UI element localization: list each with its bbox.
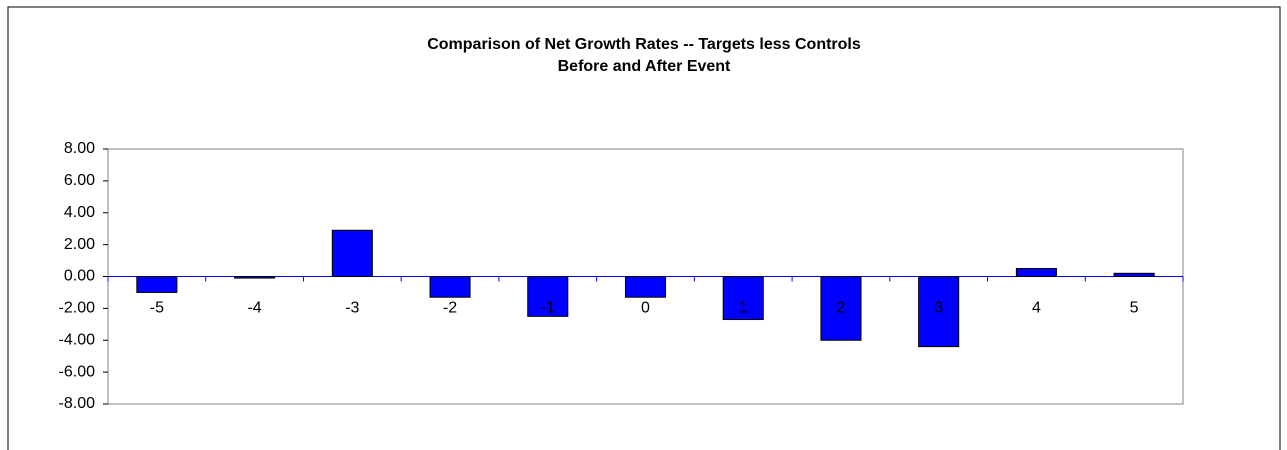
bar: [1113, 272, 1155, 277]
y-tick-label: -6.00: [59, 363, 96, 380]
bar: [1015, 268, 1057, 277]
chart-subtitle: Before and After Event: [558, 58, 731, 75]
y-tick-label: 6.00: [64, 172, 95, 189]
bar: [234, 276, 276, 279]
x-tick-label: -5: [150, 300, 164, 317]
bar: [624, 276, 667, 298]
y-tick-label: -4.00: [59, 331, 96, 348]
bar: [527, 276, 569, 317]
y-tick-label: 8.00: [64, 140, 95, 157]
bar: [136, 276, 178, 293]
x-tick-label: 4: [1032, 300, 1041, 317]
y-tick-label: -8.00: [59, 395, 96, 412]
bar: [429, 276, 471, 298]
y-tick-label: 0.00: [64, 268, 95, 285]
y-tick-label: 2.00: [64, 236, 95, 253]
x-tick-label: 0: [641, 300, 650, 317]
y-tick-label: -2.00: [59, 300, 96, 317]
x-tick-label: 5: [1130, 300, 1139, 317]
x-tick-label: 1: [739, 300, 748, 317]
x-tick-label: 3: [934, 300, 943, 317]
bar: [820, 276, 862, 341]
x-tick-label: -4: [247, 300, 261, 317]
x-tick-label: -2: [443, 300, 457, 317]
y-tick-label: 4.00: [64, 204, 95, 221]
bar: [722, 276, 764, 321]
x-tick-label: -3: [345, 300, 359, 317]
x-tick-label: -1: [541, 300, 555, 317]
bar: [918, 276, 960, 348]
chart-frame: [7, 6, 1281, 450]
bar: [331, 229, 373, 277]
x-tick-label: 2: [837, 300, 846, 317]
chart-title: Comparison of Net Growth Rates -- Target…: [427, 36, 861, 53]
